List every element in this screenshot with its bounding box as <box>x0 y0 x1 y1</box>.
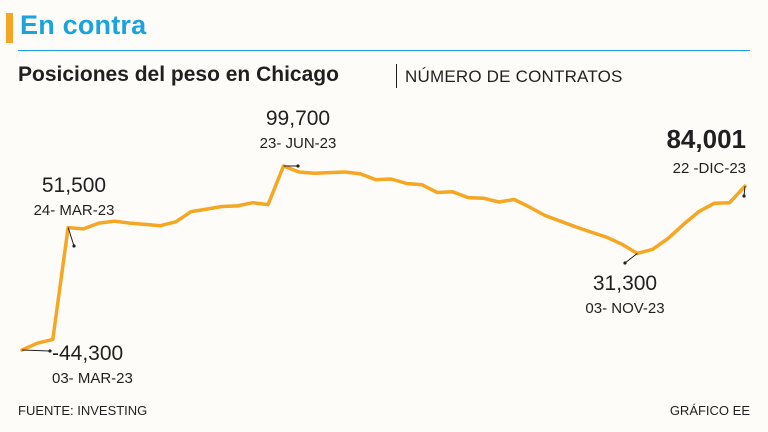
annotation-value: 99,700 <box>266 107 330 130</box>
title-separator <box>396 64 397 88</box>
annotation-date: 23- JUN-23 <box>260 135 337 152</box>
annotation-dot <box>72 244 76 248</box>
annotation-date: 22 -DIC-23 <box>673 160 746 177</box>
annotation-dot <box>623 261 627 265</box>
annotation-value: 51,500 <box>42 174 106 197</box>
annotation-leader <box>624 253 638 264</box>
series-layer <box>20 164 747 352</box>
annotation-date: 03- NOV-23 <box>585 300 664 317</box>
annotation-value: -44,300 <box>52 342 123 365</box>
annotation-dot <box>296 164 300 168</box>
annotation-value: 31,300 <box>593 272 657 295</box>
section-accent-bar <box>6 13 13 43</box>
annotation-leader <box>21 349 51 352</box>
annotation-dot <box>48 349 52 353</box>
source-note: FUENTE: INVESTING <box>18 403 148 418</box>
chart-subtitle: NÚMERO DE CONTRATOS <box>405 67 623 86</box>
annotation-leader <box>743 186 746 197</box>
series-line <box>20 164 747 352</box>
chart-title: Posiciones del peso en Chicago <box>18 63 339 86</box>
annotation-layer: -44,300 03- MAR-23 51,500 24- MAR-23 99,700 2… <box>21 107 746 387</box>
annotation-leader <box>67 227 75 247</box>
header-rule <box>18 50 750 51</box>
annotation-dot <box>742 194 746 198</box>
annotation-date: 24- MAR-23 <box>34 202 115 219</box>
credit-note: GRÁFICO EE <box>669 403 750 418</box>
section-title: En contra <box>20 10 147 40</box>
annotation-value: 84,001 <box>666 124 746 154</box>
annotation-date: 03- MAR-23 <box>52 370 133 387</box>
